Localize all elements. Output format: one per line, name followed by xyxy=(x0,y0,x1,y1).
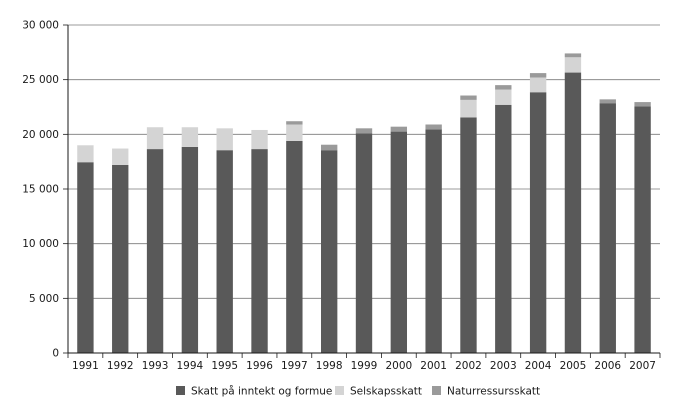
bar-segment xyxy=(495,89,512,105)
y-tick-label: 10 000 xyxy=(22,238,59,250)
legend-swatch xyxy=(176,386,185,395)
bar-segment xyxy=(529,92,547,354)
y-tick-label: 30 000 xyxy=(22,20,59,32)
bar-segment xyxy=(599,99,616,104)
bar-segment xyxy=(529,73,547,78)
legend-swatch xyxy=(432,386,441,395)
x-tick-label: 2001 xyxy=(420,360,447,372)
bar-segment xyxy=(112,148,129,165)
x-tick-label: 1995 xyxy=(211,360,238,372)
x-tick-label: 2006 xyxy=(594,360,621,372)
bar-segment xyxy=(460,117,477,354)
x-tick-label: 2004 xyxy=(525,360,552,372)
y-tick-label: 5 000 xyxy=(29,293,59,305)
x-tick-label: 1991 xyxy=(72,360,99,372)
legend-swatch xyxy=(335,386,344,395)
legend-label: Skatt på inntekt og formue xyxy=(191,385,332,398)
bar-segment xyxy=(390,126,408,132)
legend: Skatt på inntekt og formue Selskapsskatt N… xyxy=(176,385,540,398)
bar-segment xyxy=(495,104,512,354)
bar-segment xyxy=(634,102,651,107)
bar-segment xyxy=(286,124,303,141)
bar-segment xyxy=(425,129,442,353)
x-tick-label: 2005 xyxy=(560,360,587,372)
bar-segment xyxy=(181,127,199,147)
y-tick-label: 20 000 xyxy=(22,129,59,141)
bars xyxy=(77,53,651,354)
bar-segment xyxy=(77,162,94,353)
bar-segment xyxy=(425,124,442,130)
y-tick-label: 0 xyxy=(52,348,59,360)
bar-segment xyxy=(251,129,268,150)
x-tick-label: 1999 xyxy=(351,360,378,372)
y-tick-label: 15 000 xyxy=(22,184,59,196)
bar-segment xyxy=(634,106,651,353)
bar-segment xyxy=(146,149,164,353)
x-tick-label: 1997 xyxy=(281,360,308,372)
bar-segment xyxy=(251,149,268,353)
x-tick-label: 1994 xyxy=(177,360,204,372)
bar-segment xyxy=(390,131,408,353)
bar-segment xyxy=(146,127,164,150)
x-tick-label: 2000 xyxy=(385,360,412,372)
bar-segment xyxy=(460,99,477,118)
bar-segment xyxy=(529,77,547,93)
x-tick-label: 1993 xyxy=(142,360,169,372)
legend-label: Naturressursskatt xyxy=(447,386,540,398)
bar-segment xyxy=(112,164,129,353)
bar-segment xyxy=(599,103,616,353)
bar-segment xyxy=(320,144,338,151)
legend-label: Selskapsskatt xyxy=(350,386,422,398)
bar-segment xyxy=(320,150,338,353)
axes: 0 5 000 10 000 15 000 20 000 25 000 30 000 1991… xyxy=(22,20,661,372)
bar-segment xyxy=(286,140,303,353)
x-tick-label: 1992 xyxy=(107,360,134,372)
x-tick-label: 2002 xyxy=(455,360,482,372)
x-tick-label: 1998 xyxy=(316,360,343,372)
bar-segment xyxy=(216,128,233,151)
bar-segment xyxy=(355,128,373,134)
x-tick-label: 2003 xyxy=(490,360,517,372)
x-tick-label: 2007 xyxy=(629,360,656,372)
bar-segment xyxy=(495,85,512,90)
bar-segment xyxy=(216,150,233,353)
y-tick-label: 25 000 xyxy=(22,74,59,86)
bar-segment xyxy=(564,72,582,353)
bar-segment xyxy=(564,57,582,73)
bar-segment xyxy=(286,121,303,125)
x-tick-label: 1996 xyxy=(246,360,273,372)
bar-segment xyxy=(77,145,94,163)
bar-segment xyxy=(181,146,199,353)
bar-segment xyxy=(460,95,477,100)
bar-segment xyxy=(355,133,373,353)
bar-segment xyxy=(564,53,582,58)
